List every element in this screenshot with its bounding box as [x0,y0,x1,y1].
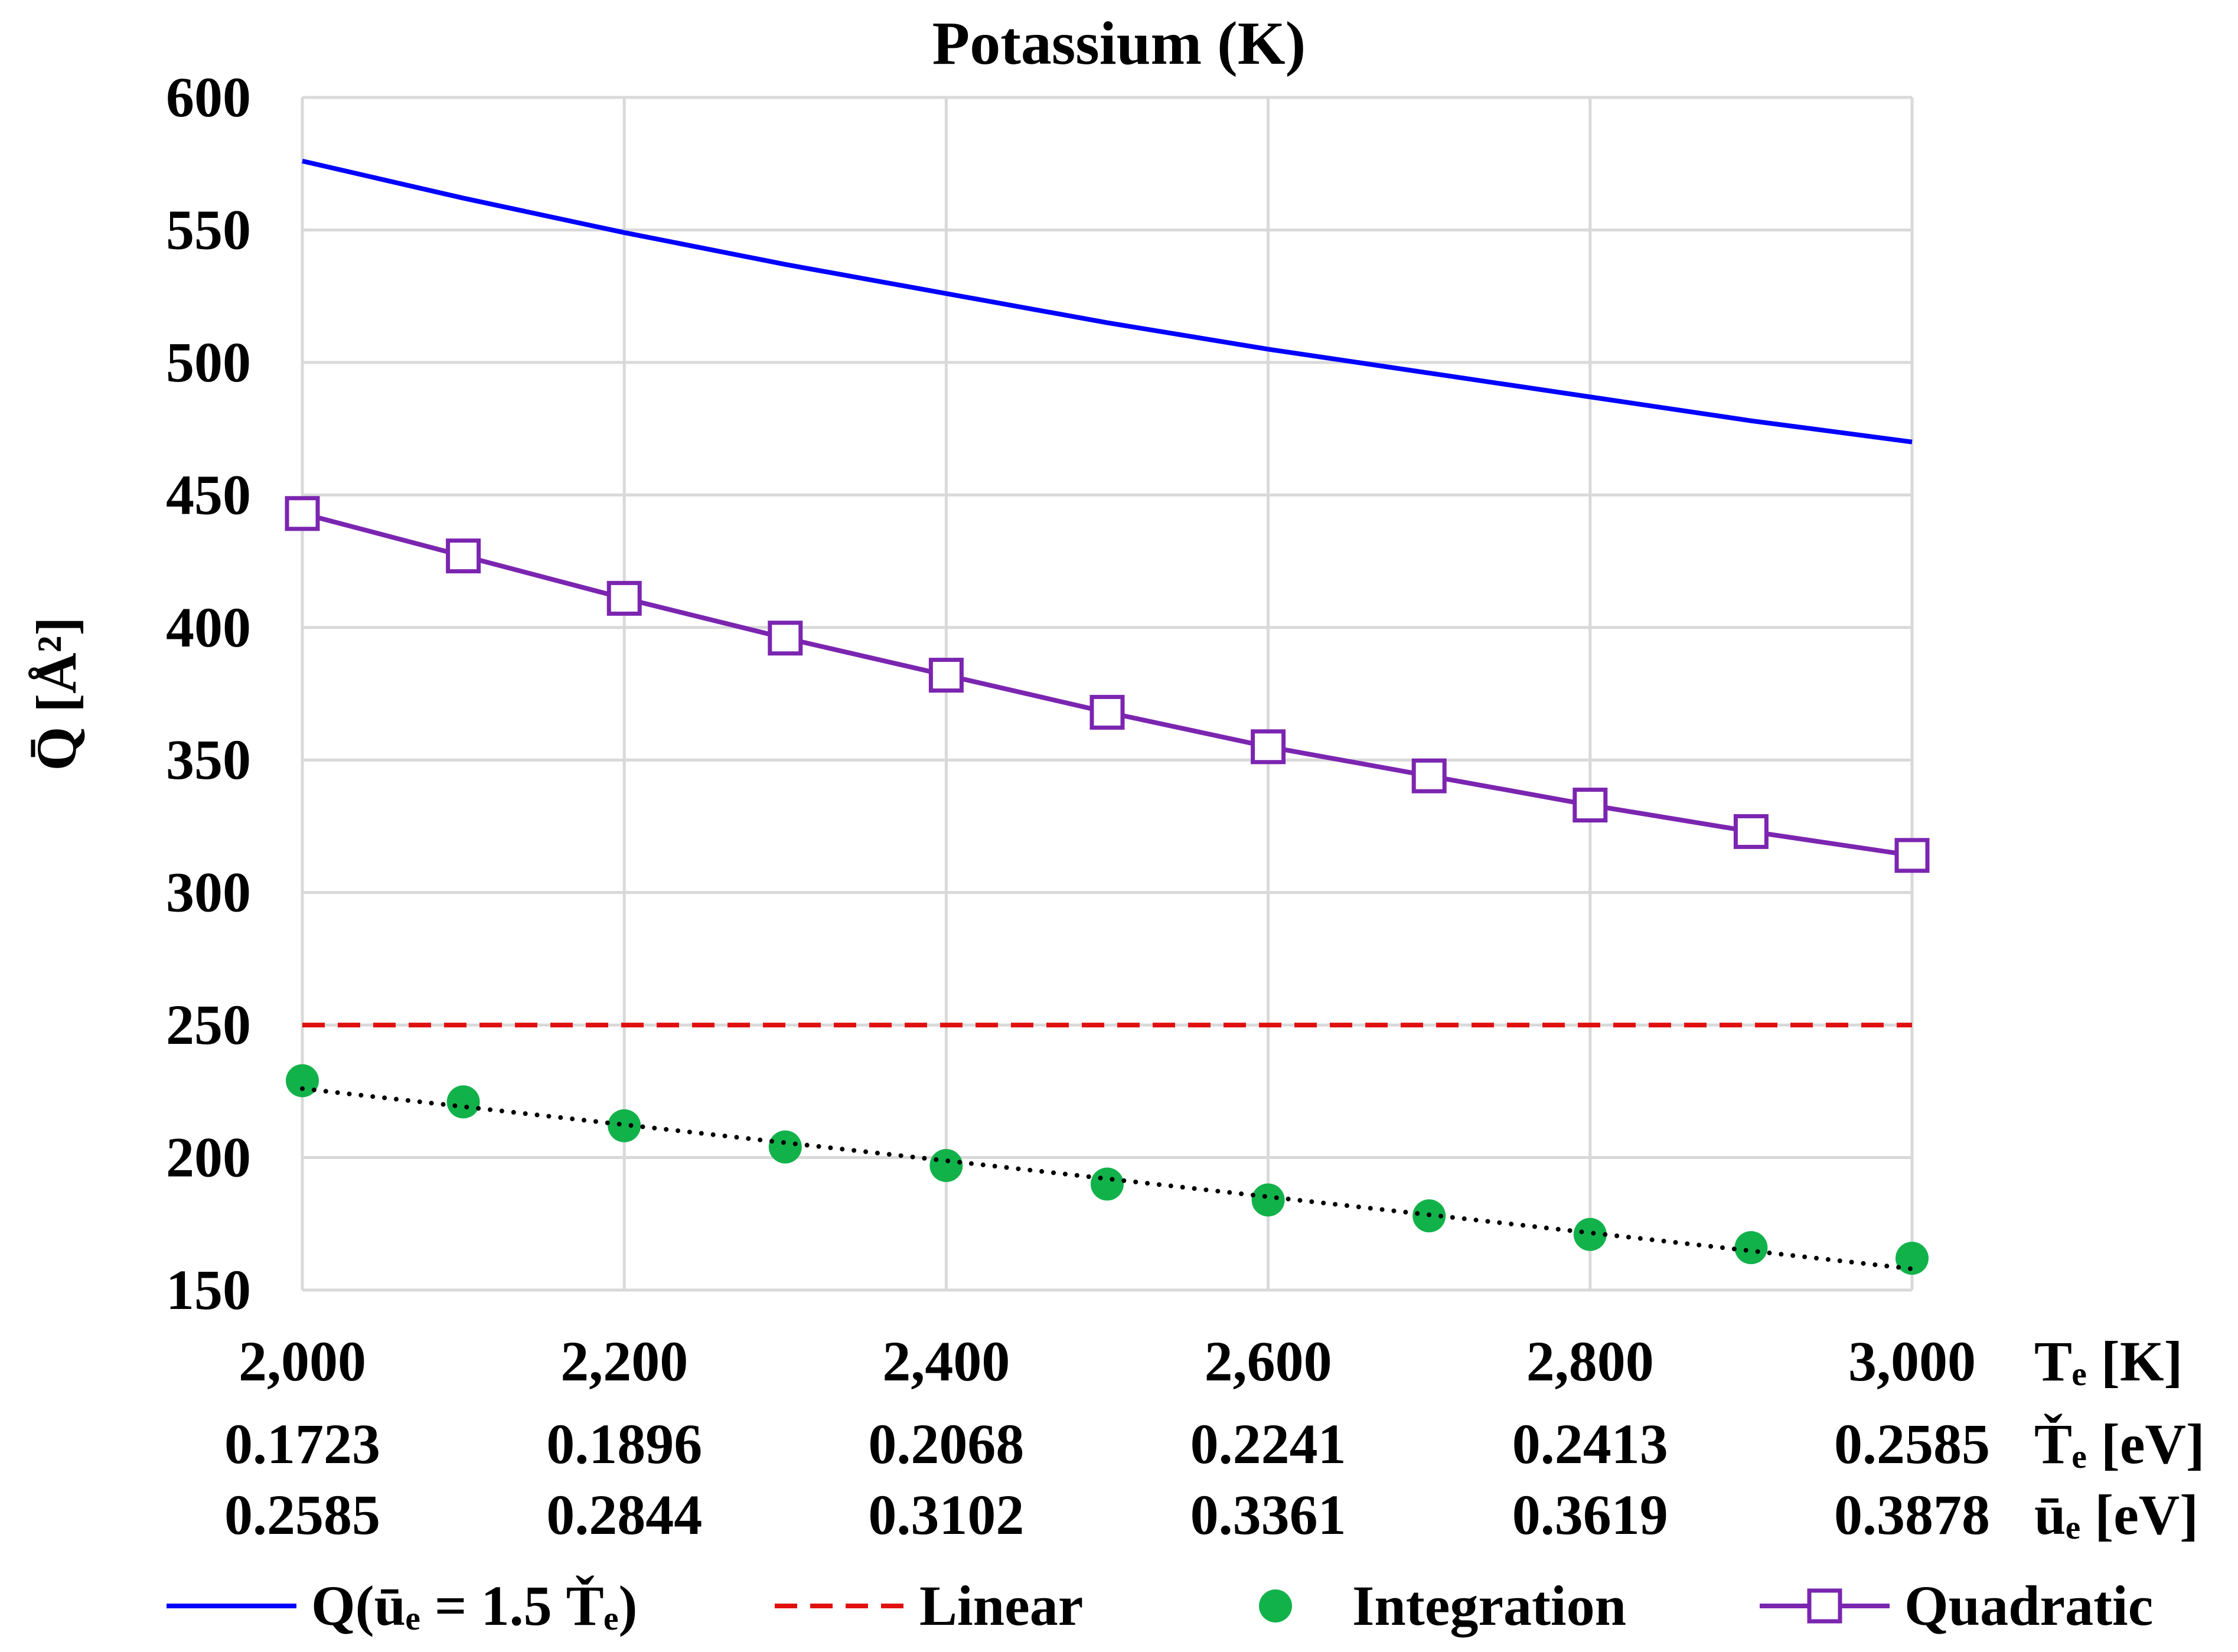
legend-label-q-1-5: Q(ūₑ = 1.5 Ťₑ) [311,1574,637,1637]
data-point-quadratic-2600 [1251,729,1286,765]
data-point-integration-2100 [446,1085,480,1119]
data-point-quadratic-2800 [1573,788,1608,823]
legend-label-integration: Integration [1352,1574,1626,1637]
x-tick-label-row1-0: 2,000 [239,1330,366,1393]
legend-marker-quadratic [1807,1588,1842,1624]
data-point-quadratic-2900 [1733,814,1769,849]
x-tick-label-row1-1: 2,200 [560,1330,688,1393]
legend-label-linear: Linear [919,1574,1083,1637]
labels-layer: 150 200 250 300 350 400 450 500 550 600 Potassium … [25,9,2205,1546]
legend-marker-integration [1259,1589,1292,1622]
y-tick-label-450: 450 [166,463,251,526]
data-point-quadratic-2700 [1411,758,1447,794]
series-layer [285,158,1930,1275]
y-tick-label-600: 600 [166,66,251,129]
x-tick-label-row3-4: 0.3619 [1512,1483,1668,1546]
y-axis-label: Q̄ [Å²] [25,617,88,771]
y-tick-label-300: 300 [166,861,251,924]
y-tick-label-250: 250 [166,993,251,1056]
x-tick-label-row2-3: 0.2241 [1190,1412,1346,1475]
data-point-quadratic-3000 [1894,838,1930,873]
x-tick-label-row1-2: 2,400 [882,1330,1010,1393]
y-tick-label-150: 150 [166,1258,251,1321]
data-point-integration-2800 [1573,1217,1607,1251]
data-point-integration-2400 [929,1149,963,1183]
y-tick-label-200: 200 [166,1126,251,1189]
data-point-quadratic-2300 [768,621,803,656]
x-tick-label-row3-2: 0.3102 [868,1483,1024,1546]
data-point-integration-2200 [608,1109,641,1142]
x-tick-label-row3-1: 0.2844 [546,1483,702,1546]
trendline-integration [300,1086,1914,1272]
x-tick-label-row2-2: 0.2068 [868,1412,1024,1475]
x-tick-label-row2-0: 0.1723 [224,1412,380,1475]
data-point-integration-2500 [1091,1167,1124,1201]
legend-label-quadratic: Quadratic [1904,1574,2153,1637]
data-point-integration-2900 [1734,1231,1768,1265]
x-tick-label-row2-5: 0.2585 [1834,1412,1990,1475]
data-point-quadratic-2100 [446,538,481,574]
data-point-integration-2600 [1251,1183,1285,1217]
x-tick-label-row2-4: 0.2413 [1512,1412,1668,1475]
data-point-integration-2300 [768,1130,802,1164]
data-point-quadratic-2200 [606,580,642,616]
x-tick-label-row1-5: 3,000 [1848,1330,1976,1393]
data-point-quadratic-2400 [928,658,964,693]
x-axis-row-label-2: Ťₑ [eV] [2034,1412,2205,1475]
y-tick-label-350: 350 [166,728,251,791]
y-tick-label-400: 400 [166,596,251,659]
series-line-quadratic [301,511,1913,858]
x-axis-row-label-3: ūₑ [eV] [2034,1483,2198,1546]
x-tick-label-row3-0: 0.2585 [224,1483,380,1546]
y-tick-label-500: 500 [166,331,251,394]
x-axis-row-label-1: Tₑ [K] [2034,1330,2182,1393]
legend: Q(ūₑ = 1.5 Ťₑ) Linear Integration Quadratic [167,1574,2153,1637]
x-tick-label-row1-3: 2,600 [1205,1330,1332,1393]
chart-title: Potassium (K) [932,9,1306,77]
y-tick-label-550: 550 [166,198,251,261]
x-tick-label-row2-1: 0.1896 [546,1412,702,1475]
data-point-integration-3000 [1896,1242,1929,1275]
data-point-quadratic-2000 [285,496,320,531]
x-tick-label-row3-5: 0.3878 [1834,1483,1990,1546]
data-point-integration-2000 [286,1064,319,1098]
series-line-q-1-5 [302,158,1913,445]
data-point-quadratic-2500 [1089,694,1125,730]
grid [301,96,1914,1292]
x-tick-label-row1-4: 2,800 [1526,1330,1654,1393]
x-tick-label-row3-3: 0.3361 [1190,1483,1346,1546]
